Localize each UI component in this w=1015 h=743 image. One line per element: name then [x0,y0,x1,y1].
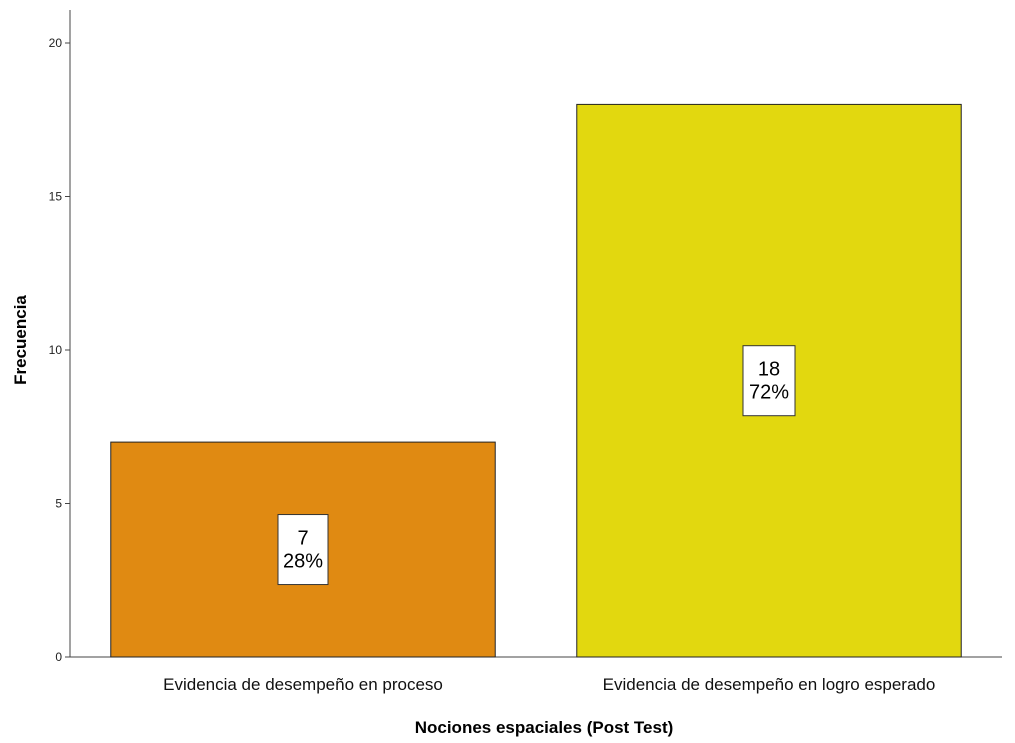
y-tick-label: 20 [49,36,63,50]
y-tick-label: 10 [49,343,63,357]
category-label: Evidencia de desempeño en logro esperado [603,675,936,694]
plot-area: 0 5 10 15 20 Evidencia de desempeño en proces… [49,10,1002,694]
data-label-percent: 28% [283,551,323,573]
category-label: Evidencia de desempeño en proceso [163,675,443,694]
y-tick-label: 0 [55,650,62,664]
data-label-box [742,345,796,417]
y-tick-label: 15 [49,190,63,204]
data-label-count: 18 [758,359,780,381]
x-axis-title: Nociones espaciales (Post Test) [415,718,674,737]
y-tick-label: 5 [55,497,62,511]
data-label-count: 7 [297,528,308,550]
data-label-box [277,514,329,586]
y-axis-title: Frecuencia [11,295,30,385]
data-label-percent: 72% [749,382,789,404]
